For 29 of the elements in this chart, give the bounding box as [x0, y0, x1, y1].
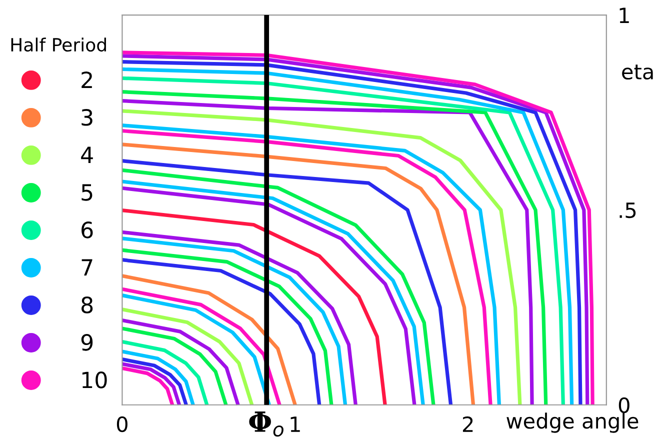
line-series — [120, 340, 209, 407]
line-series — [120, 308, 254, 407]
ref-line-label: Φ$_{o}$ — [249, 412, 284, 437]
y-tick-label: 0 — [618, 397, 630, 414]
y-axis-title: eta — [622, 64, 653, 80]
legend-title: Half Period — [11, 38, 106, 52]
legend-label: 7 — [82, 259, 92, 276]
legend-label: 5 — [82, 184, 92, 201]
line-series — [120, 274, 297, 407]
legend-label: 2 — [82, 71, 92, 88]
legend-label: 3 — [82, 108, 92, 126]
line-series — [120, 326, 228, 407]
line-series — [120, 350, 195, 407]
legend-label: 9 — [81, 334, 93, 351]
legend-label: 4 — [81, 146, 93, 163]
x-tick-label: 1 — [290, 416, 300, 432]
line-series — [120, 357, 188, 407]
line-series — [120, 208, 387, 407]
line-series — [120, 318, 240, 407]
legend-label: 10 — [82, 372, 107, 388]
line-series — [120, 366, 174, 407]
y-tick-label: 1 — [620, 8, 629, 23]
x-tick-label: 2 — [462, 416, 473, 432]
line-series — [120, 362, 182, 407]
legend-label: 6 — [82, 222, 93, 238]
y-tick-label: .5 — [620, 202, 636, 218]
x-tick-label: 0 — [116, 416, 128, 432]
x-axis-title: wedge angle — [506, 412, 638, 433]
legend-label: 8 — [82, 296, 93, 314]
